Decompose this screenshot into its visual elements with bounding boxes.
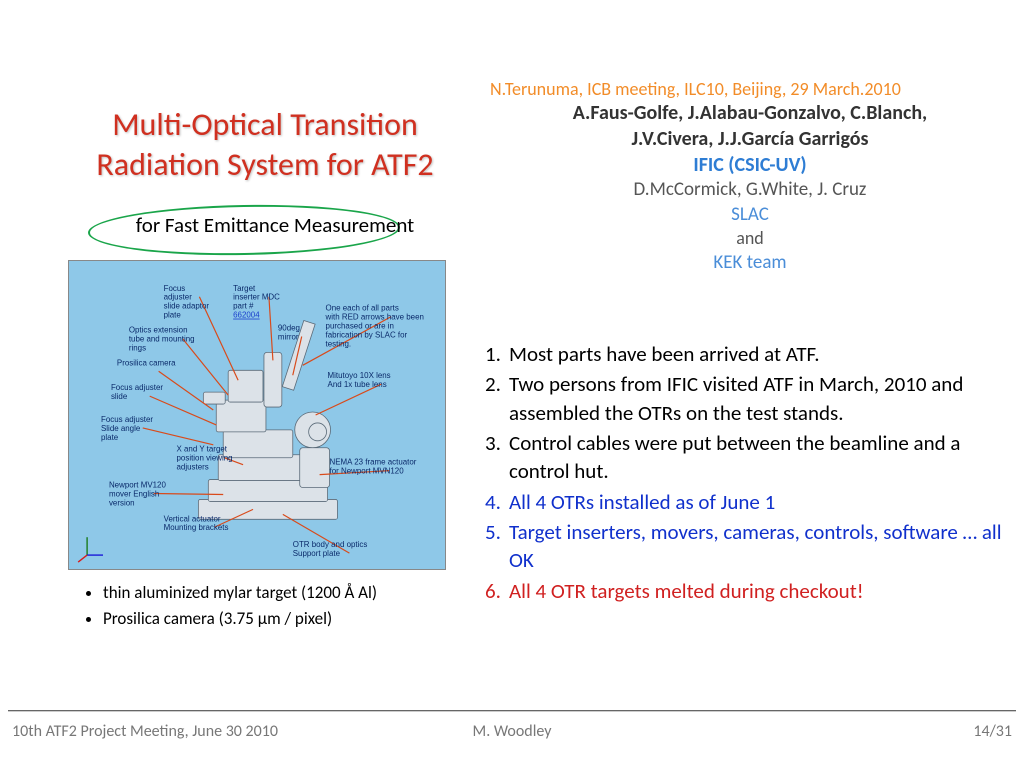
footer-rule <box>8 710 1016 712</box>
bullet-item: Prosilica camera (3.75 μm / pixel) <box>103 606 377 632</box>
item-text: All 4 OTR targets melted during checkout… <box>509 577 1005 605</box>
diagram-label: Targetinserter MDCpart #662004 <box>233 284 280 320</box>
left-bullets: thin aluminized mylar target (1200 Å Al)… <box>85 580 377 631</box>
diagram-svg: Focusadjusterslide adaptorplate Targetins… <box>69 261 445 569</box>
numbered-item: 1.Most parts have been arrived at ATF. <box>485 340 1005 368</box>
diagram-label: OTR body and opticsSupport plate <box>293 540 368 558</box>
diagram-label: Focusadjusterslide adaptorplate <box>164 284 210 320</box>
numbered-item: 6.All 4 OTR targets melted during checko… <box>485 577 1005 605</box>
item-text: Two persons from IFIC visited ATF in Mar… <box>509 370 1005 427</box>
item-number: 1. <box>485 340 509 368</box>
diagram-label: Prosilica camera <box>117 358 176 367</box>
author-block: A.Faus-Golfe, J.Alabau-Gonzalvo, C.Blanc… <box>530 100 970 275</box>
leader-line <box>159 371 214 410</box>
numbered-item: 2.Two persons from IFIC visited ATF in M… <box>485 370 1005 427</box>
diagram-label: NEMA 23 frame actuatorfor Newport MVN120 <box>330 458 417 476</box>
diagram-label: Mitutoyo 10X lensAnd 1x tube lens <box>328 371 391 389</box>
numbered-item: 4.All 4 OTRs installed as of June 1 <box>485 488 1005 516</box>
subtitle-wrap: for Fast Emittance Measurement <box>95 212 455 238</box>
citation-line: N.Terunuma, ICB meeting, ILC10, Beijing,… <box>490 78 901 100</box>
subtitle: for Fast Emittance Measurement <box>136 212 414 238</box>
item-text: Target inserters, movers, cameras, contr… <box>509 518 1005 575</box>
item-text: Most parts have been arrived at ATF. <box>509 340 1005 368</box>
author-names-1: A.Faus-Golfe, J.Alabau-Gonzalvo, C.Blanc… <box>530 100 970 152</box>
slide-title: Multi-Optical Transition Radiation Syste… <box>55 105 475 185</box>
item-text: Control cables were put between the beam… <box>509 429 1005 486</box>
diagram-label: Newport MV120mover Englishversion <box>109 481 166 508</box>
institution-3: KEK team <box>530 251 970 276</box>
item-number: 6. <box>485 577 509 605</box>
author-names-2: D.McCormick, G.White, J. Cruz <box>530 178 970 203</box>
institution-2: SLAC <box>530 203 970 228</box>
otr-diagram: Focusadjusterslide adaptorplate Targetins… <box>68 260 446 570</box>
item-number: 3. <box>485 429 509 486</box>
bullet-item: thin aluminized mylar target (1200 Å Al) <box>103 580 377 606</box>
leader-line <box>182 338 228 395</box>
leader-line <box>143 428 214 445</box>
diagram-label: One each of all partswith RED arrows hav… <box>325 304 424 349</box>
numbered-item: 3.Control cables were put between the be… <box>485 429 1005 486</box>
diagram-label: 90degmirror <box>278 324 300 342</box>
diagram-label: Vertical actuatorMounting brackets <box>164 514 229 532</box>
item-text: All 4 OTRs installed as of June 1 <box>509 488 1005 516</box>
diagram-label: Optics extensiontube and mountingrings <box>129 326 195 353</box>
numbered-list: 1.Most parts have been arrived at ATF.2.… <box>485 340 1005 607</box>
numbered-item: 5.Target inserters, movers, cameras, con… <box>485 518 1005 575</box>
item-number: 2. <box>485 370 509 427</box>
item-number: 5. <box>485 518 509 575</box>
footer: 10th ATF2 Project Meeting, June 30 2010 … <box>12 722 1012 741</box>
institution-1: IFIC (CSIC-UV) <box>530 152 970 178</box>
item-number: 4. <box>485 488 509 516</box>
and-text: and <box>530 227 970 250</box>
footer-center: M. Woodley <box>12 722 1012 741</box>
leader-line <box>269 297 273 361</box>
